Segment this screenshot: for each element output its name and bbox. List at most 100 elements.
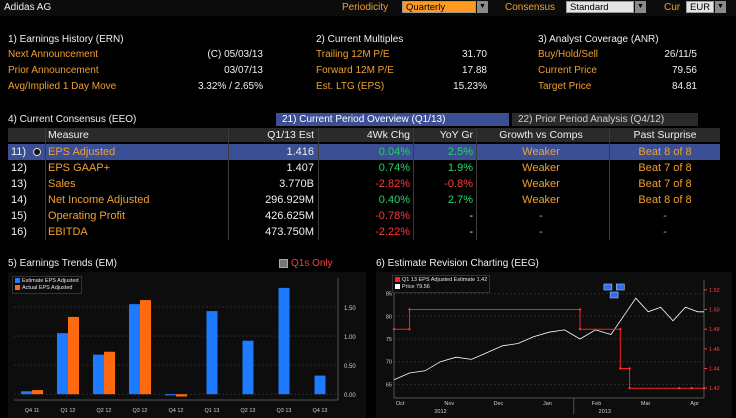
top-bar: Adidas AG Periodicity Quarterly ▼ Consen… [0,0,736,16]
estimate-line [394,309,704,389]
yoy-growth: -0.8% [444,178,473,190]
row-select-radio[interactable] [33,148,41,156]
header-est[interactable]: Q1/13 Est [267,129,314,141]
yoy-growth: 2.7% [447,194,473,206]
event-marker-icon [616,283,625,291]
currency-select[interactable]: EUR [686,1,714,13]
x-tick-label: Apr [690,401,699,407]
current-price-value: 79.56 [671,65,697,76]
legend-actual: Actual EPS Adjusted [22,285,73,291]
q1s-only-label: Q1s Only [291,258,333,269]
right-tick-label: 1.48 [709,327,720,333]
right-tick-label: 1.44 [709,367,720,373]
estimate-bar [57,333,68,395]
measure-name[interactable]: EPS GAAP+ [48,162,111,174]
row-number: 14) [11,194,27,206]
estimate-point [578,308,582,311]
estimate-point [628,367,631,370]
header-measure[interactable]: Measure [48,129,89,141]
header-past-surprise[interactable]: Past Surprise [633,129,697,141]
growth-vs-comps: Weaker [522,162,560,174]
q1s-only-checkbox[interactable] [279,259,288,268]
past-surprise: - [663,210,667,222]
actual-bar [104,351,115,395]
past-surprise: - [663,226,667,238]
header-4wk-chg[interactable]: 4Wk Chg [366,129,410,141]
next-announcement-label: Next Announcement [8,49,99,60]
estimate-point [702,386,706,390]
periodicity-select[interactable]: Quarterly [402,1,476,13]
x-tick-label: Q2 13 [241,408,256,414]
measure-name[interactable]: Net Income Adjusted [48,194,150,206]
measure-name[interactable]: EBITDA [48,226,88,238]
estimate-point [628,386,631,390]
est-ltg-value: 15.23% [453,81,487,92]
row-number: 16) [11,226,27,238]
earnings-history-title[interactable]: 1) Earnings History (ERN) [8,34,124,45]
measure-name[interactable]: EPS Adjusted [48,146,116,158]
x-tick-label: Dec [493,401,503,407]
left-tick-label: 85 [386,292,392,298]
four-week-change: -0.78% [375,210,410,222]
x-tick-label: Q2 12 [97,408,112,414]
estimate-value: 426.625M [265,210,314,222]
earnings-trends-chart-panel: 0.00 0.50 1.00 1.50 Q4 11 Q1 12 Q2 12 Q3 12 Q4 1… [8,272,366,418]
header-yoy-gr[interactable]: YoY Gr [439,129,473,141]
estimate-point [408,308,411,311]
x-tick-label: Q4 12 [169,408,184,414]
table-row[interactable]: 11) EPS Adjusted 1.416 0.04% 2.5% Weaker Beat … [8,144,720,160]
estimate-point [392,327,396,331]
chevron-down-icon[interactable]: ▼ [477,1,488,13]
yoy-growth: - [469,226,473,238]
current-consensus-title[interactable]: 4) Current Consensus (EEO) [8,114,137,125]
header-growth-comps[interactable]: Growth vs Comps [499,129,583,141]
actual-bar [176,394,187,397]
growth-vs-comps: Weaker [522,178,560,190]
x-tick-label: Feb [592,401,601,407]
estimate-bar [206,311,218,395]
trailing-pe-value: 31.70 [461,49,487,60]
earnings-trends-title[interactable]: 5) Earnings Trends (EM) [8,258,117,269]
x-tick-label: Q3 13 [277,408,292,414]
estimate-point [690,386,693,390]
past-surprise: Beat 8 of 8 [638,194,692,206]
column-divider [318,128,319,240]
row-number: 12) [11,162,27,174]
analyst-coverage-title[interactable]: 3) Analyst Coverage (ANR) [538,34,659,45]
table-row[interactable]: 16) EBITDA 473.750M -2.22% - - - [8,224,720,240]
chevron-down-icon[interactable]: ▼ [635,1,646,13]
tab-current-period[interactable]: 21) Current Period Overview (Q1/13) [276,113,509,126]
table-row[interactable]: 15) Operating Profit 426.625M -0.78% - - - [8,208,720,224]
revision-chart-panel: 65 70 75 80 85 1.42 1.44 1.46 1.48 1.50 1.52 Oct Nov… [376,272,732,418]
chevron-down-icon[interactable]: ▼ [715,1,726,13]
table-row[interactable]: 14) Net Income Adjusted 296.929M 0.40% 2.7% W… [8,192,720,208]
price-swatch [395,284,400,290]
column-divider [45,128,46,240]
growth-vs-comps: - [539,210,543,222]
event-marker-icon [603,283,613,291]
estimate-point [619,367,622,370]
table-row[interactable]: 12) EPS GAAP+ 1.407 0.74% 1.9% Weaker Beat 7 o… [8,160,720,176]
left-tick-label: 65 [386,382,392,388]
right-tick-label: 1.50 [709,308,720,314]
four-week-change: -2.82% [375,178,410,190]
estimate-value: 3.770B [279,178,314,190]
estimate-line-swatch [395,277,400,283]
x-tick-label: Q3 12 [133,408,148,414]
x-tick-label: Q1 13 [205,408,220,414]
price-line [393,297,704,381]
revision-charting-title[interactable]: 6) Estimate Revision Charting (EEG) [376,258,539,269]
current-multiples-title[interactable]: 2) Current Multiples [316,34,404,45]
trailing-pe-label: Trailing 12M P/E [316,49,390,60]
estimate-swatch [15,278,20,284]
x-tick-label: Mar [641,401,651,407]
four-week-change: 0.04% [378,146,410,158]
consensus-select[interactable]: Standard [566,1,634,13]
tab-prior-period[interactable]: 22) Prior Period Analysis (Q4/12) [512,113,698,126]
actual-bar [68,316,79,395]
right-tick-label: 1.52 [709,288,720,294]
measure-name[interactable]: Operating Profit [48,210,126,222]
estimate-bar [165,394,176,396]
table-row[interactable]: 13) Sales 3.770B -2.82% -0.8% Weaker Beat 7 of… [8,176,720,192]
measure-name[interactable]: Sales [48,178,76,190]
